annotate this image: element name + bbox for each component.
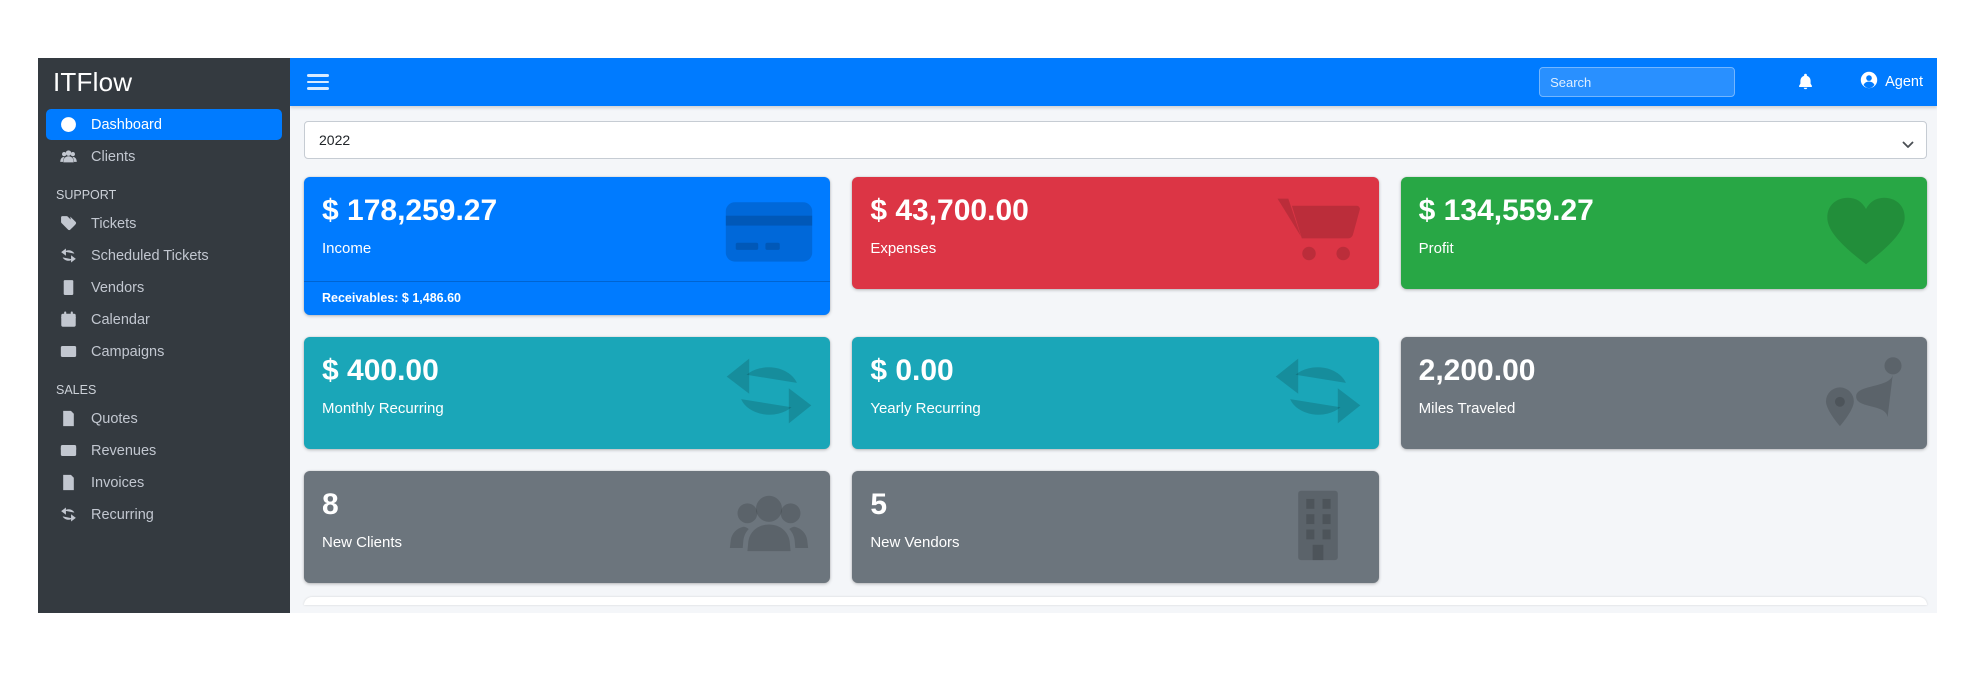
card-value: 5 — [870, 488, 888, 521]
sidebar-item-campaigns[interactable]: Campaigns — [46, 336, 282, 367]
card-label: Income — [322, 240, 372, 257]
year-select[interactable]: 2022 — [304, 121, 1927, 159]
card-body: 2,200.00 Miles Traveled — [1401, 337, 1927, 449]
credit-icon — [58, 442, 78, 459]
year-filter: 2022 — [304, 121, 1927, 159]
user-menu[interactable]: Agent — [1860, 71, 1923, 93]
card-income: $ 178,259.27 Income Receivables: $ 1,486… — [304, 177, 831, 315]
card-label: Expenses — [870, 240, 937, 257]
sidebar-section-header: SUPPORT — [56, 188, 117, 202]
envelope-icon — [58, 343, 78, 360]
sidebar-item-quotes[interactable]: Quotes — [46, 403, 282, 434]
card-value: $ 178,259.27 — [322, 194, 498, 227]
sidebar-item-tickets[interactable]: Tickets — [46, 208, 282, 239]
card-body: 5 New Vendors — [852, 471, 1378, 583]
card-body: $ 134,559.27 Profit — [1401, 177, 1927, 289]
sidebar-item-label: Quotes — [91, 410, 138, 427]
bell-icon — [1797, 72, 1814, 93]
card-value: $ 43,700.00 — [870, 194, 1029, 227]
card-label: Profit — [1418, 240, 1454, 257]
card-body: $ 43,700.00 Expenses — [852, 177, 1378, 289]
sidebar-item-dashboard[interactable]: Dashboard — [46, 109, 282, 140]
sidebar-item-label: Vendors — [91, 279, 145, 296]
card-miles-traveled: 2,200.00 Miles Traveled — [1400, 337, 1927, 449]
card-expenses: $ 43,700.00 Expenses — [852, 177, 1379, 289]
sidebar-item-revenues[interactable]: Revenues — [46, 435, 282, 466]
partial-panel-edge — [304, 597, 1927, 605]
card-label: Yearly Recurring — [870, 400, 981, 417]
building-icon — [58, 279, 78, 296]
card-label: Miles Traveled — [1418, 400, 1516, 417]
card-value: 2,200.00 — [1418, 354, 1536, 387]
card-value: $ 134,559.27 — [1418, 194, 1594, 227]
sidebar: ITFlow Dashboard Clients SUPPORT Tickets… — [38, 58, 290, 613]
navbar-right: Agent — [1539, 67, 1923, 97]
tags-icon — [58, 215, 78, 232]
sidebar-item-scheduled-tickets[interactable]: Scheduled Tickets — [46, 240, 282, 271]
sidebar-item-clients[interactable]: Clients — [46, 141, 282, 172]
sidebar-item-calendar[interactable]: Calendar — [46, 304, 282, 335]
menu-toggle-button[interactable] — [307, 74, 329, 90]
dashboard-content: 2022 $ 178,259.27 Income Receivables: $ … — [290, 106, 1937, 613]
sidebar-item-label: Campaigns — [91, 343, 165, 360]
card-profit: $ 134,559.27 Profit — [1400, 177, 1927, 289]
sidebar-item-label: Scheduled Tickets — [91, 247, 209, 264]
card-footer-link[interactable]: Receivables: $ 1,486.60 — [304, 281, 831, 315]
search-input[interactable] — [1540, 68, 1735, 96]
card-new-vendors: 5 New Vendors — [852, 471, 1379, 583]
card-new-clients: 8 New Clients — [304, 471, 831, 583]
navbar-search — [1539, 67, 1736, 97]
main-area: Agent 2022 $ 178,259.27 Income Receivabl… — [290, 58, 1937, 613]
sidebar-item-label: Invoices — [91, 474, 145, 491]
card-value: $ 0.00 — [870, 354, 954, 387]
card-label: New Clients — [322, 534, 403, 551]
brand-logo[interactable]: ITFlow — [53, 67, 133, 97]
gauge-icon — [58, 116, 78, 133]
sidebar-item-label: Clients — [91, 148, 136, 165]
file-icon — [58, 410, 78, 427]
top-navbar: Agent — [290, 58, 1937, 106]
card-body: $ 0.00 Yearly Recurring — [852, 337, 1378, 449]
invoice-icon — [58, 474, 78, 491]
calendar-icon — [58, 311, 78, 328]
card-label: New Vendors — [870, 534, 960, 551]
card-value: $ 400.00 — [322, 354, 439, 387]
sidebar-section-header: SALES — [56, 383, 97, 397]
card-monthly-recurring: $ 400.00 Monthly Recurring — [304, 337, 831, 449]
sidebar-nav: Dashboard Clients SUPPORT Tickets Schedu… — [38, 104, 290, 530]
sidebar-item-vendors[interactable]: Vendors — [46, 272, 282, 303]
notifications-button[interactable] — [1797, 72, 1814, 93]
card-label: Monthly Recurring — [322, 400, 444, 417]
sidebar-item-label: Recurring — [91, 506, 154, 523]
sidebar-item-recurring[interactable]: Recurring — [46, 499, 282, 530]
sync-icon — [58, 506, 78, 523]
app-window: ITFlow Dashboard Clients SUPPORT Tickets… — [38, 58, 1937, 613]
stats-grid: $ 178,259.27 Income Receivables: $ 1,486… — [304, 177, 1927, 583]
user-label: Agent — [1885, 74, 1923, 90]
card-body: $ 178,259.27 Income — [304, 177, 830, 281]
user-circle-icon — [1860, 71, 1885, 93]
users-icon — [58, 148, 78, 165]
card-body: 8 New Clients — [304, 471, 830, 583]
sidebar-item-invoices[interactable]: Invoices — [46, 467, 282, 498]
sidebar-item-label: Revenues — [91, 442, 157, 459]
card-value: 8 — [322, 488, 339, 521]
sidebar-item-label: Dashboard — [91, 116, 162, 133]
card-yearly-recurring: $ 0.00 Yearly Recurring — [852, 337, 1379, 449]
sidebar-item-label: Calendar — [91, 311, 150, 328]
sync-icon — [58, 247, 78, 264]
sidebar-item-label: Tickets — [91, 215, 137, 232]
card-body: $ 400.00 Monthly Recurring — [304, 337, 830, 449]
